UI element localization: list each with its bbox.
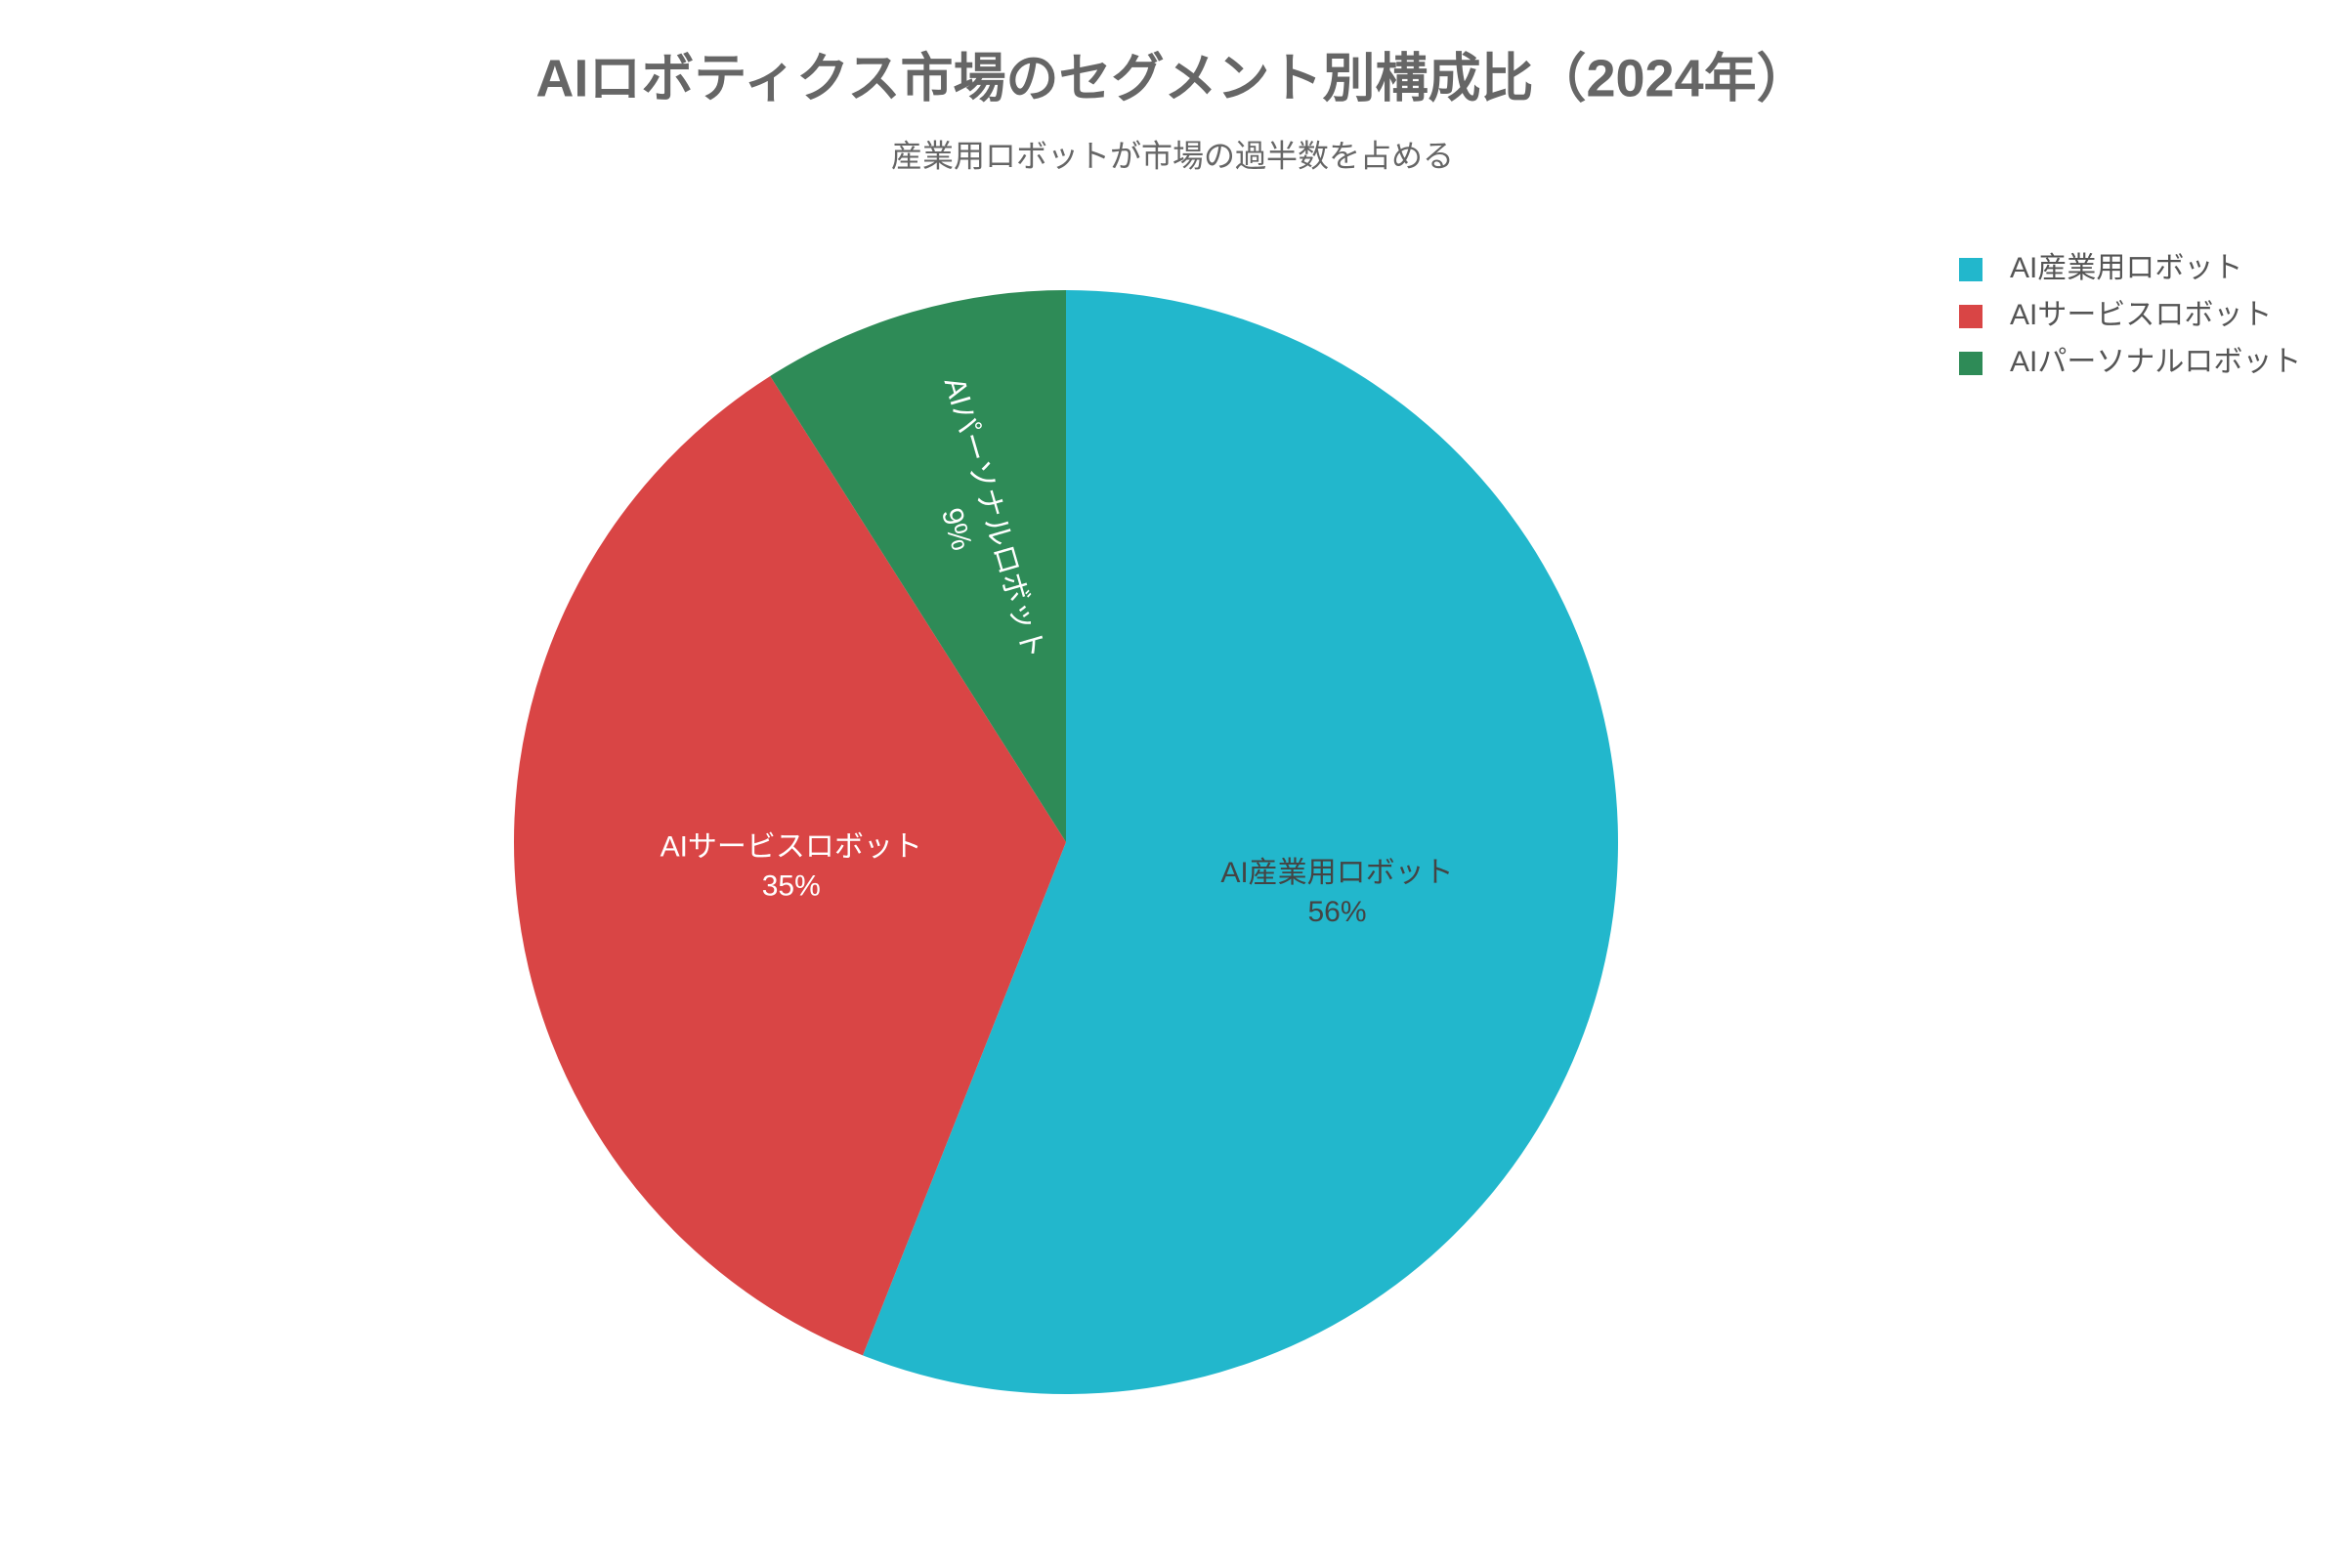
legend-swatch (1959, 258, 1983, 281)
legend-label: AI産業用ロボット (2010, 252, 2242, 284)
legend-swatch (1959, 352, 1983, 375)
legend-swatch (1959, 305, 1983, 328)
slice-value-label: 56% (1307, 896, 1366, 928)
slice-value-label: 35% (762, 870, 821, 903)
pie-slice (863, 290, 1618, 1394)
chart-title: AIロボティクス市場のセグメント別構成比（2024年） (535, 49, 1809, 107)
slice-label: AI産業用ロボット (1220, 857, 1453, 889)
pie-slice (513, 375, 1066, 1356)
chart-subtitle: 産業用ロボットが市場の過半数を占める (891, 138, 1454, 173)
legend-label: AIサービスロボット (2010, 299, 2272, 331)
legend-label: AIパーソナルロボット (2010, 346, 2301, 378)
pie-slice (770, 290, 1066, 842)
slice-label: AIサービスロボット (661, 831, 922, 864)
